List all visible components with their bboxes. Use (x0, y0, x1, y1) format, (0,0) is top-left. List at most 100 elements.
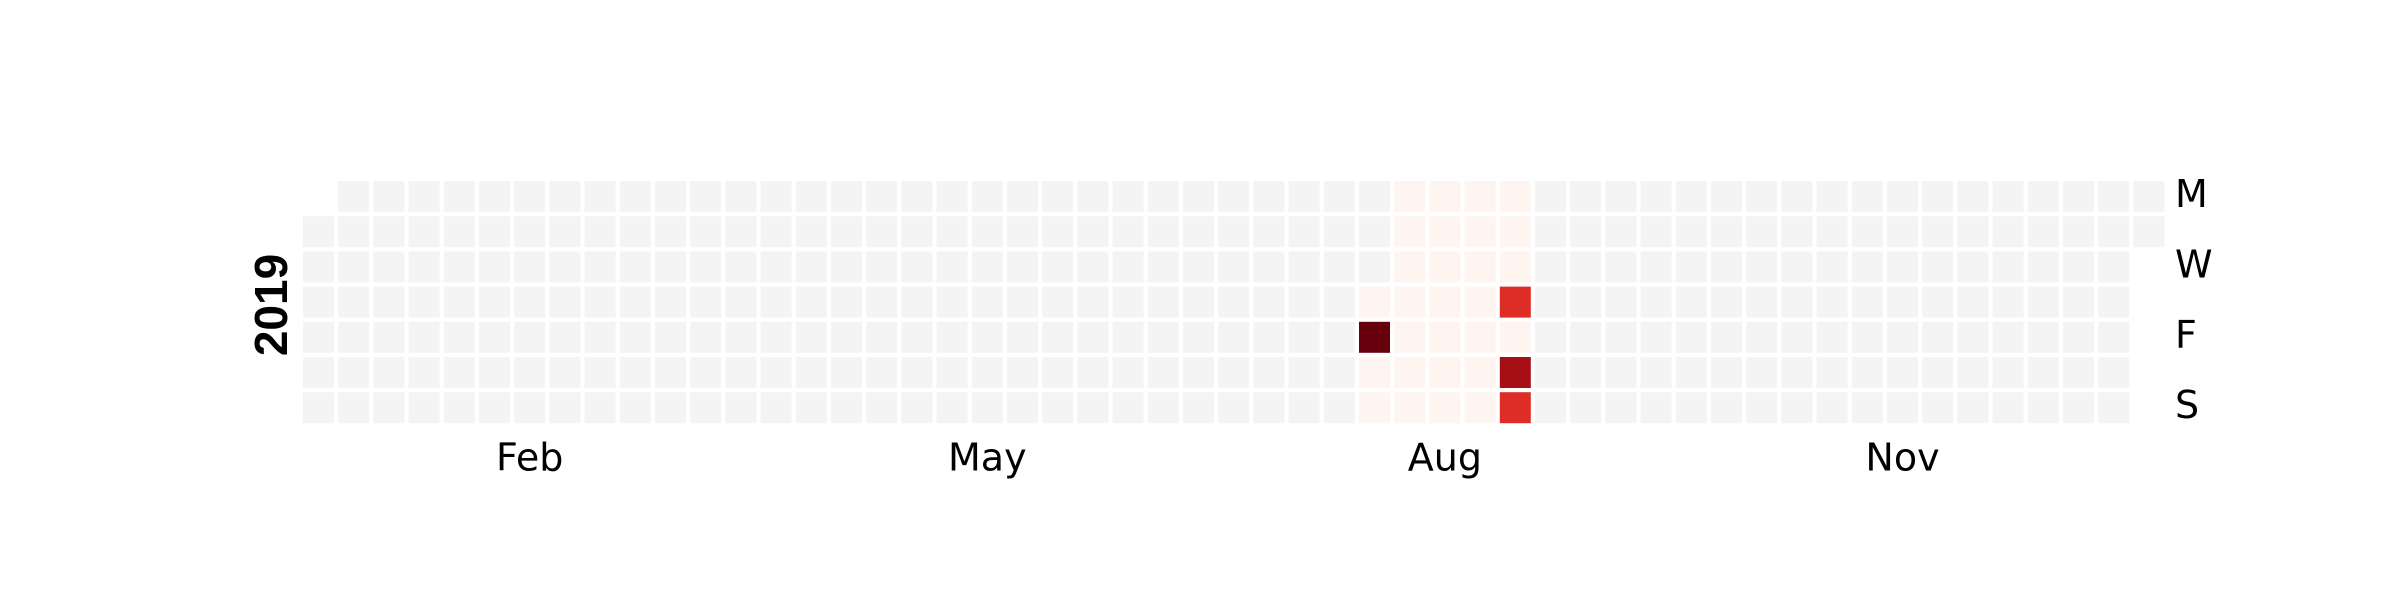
day-cell (373, 392, 405, 424)
day-cell (443, 181, 475, 212)
day-cell (795, 286, 827, 318)
day-cell (1359, 216, 1390, 248)
day-cell (479, 357, 510, 388)
day-cell (971, 392, 1003, 424)
day-cell (549, 181, 581, 212)
year-label: 2019 (245, 254, 297, 356)
day-cell (971, 321, 1003, 353)
day-cell (2063, 216, 2094, 248)
day-cell (1218, 286, 1250, 318)
day-cell (1288, 181, 1320, 212)
day-cell (1535, 392, 1566, 424)
day-cell (2098, 181, 2130, 212)
day-cell (1640, 357, 1672, 388)
day-cell (479, 286, 510, 318)
day-cell (1816, 392, 1848, 424)
day-cell (303, 392, 334, 424)
day-cell (1816, 251, 1848, 283)
day-cell (831, 392, 862, 424)
day-cell (2027, 251, 2059, 283)
day-cell (1394, 181, 1426, 212)
day-cell (443, 321, 475, 353)
day-cell (1359, 286, 1390, 318)
x-tick-label: Nov (1865, 436, 1939, 480)
day-cell (1570, 251, 1602, 283)
day-cell (303, 321, 334, 353)
day-cell (1957, 357, 1989, 388)
day-cell (2098, 392, 2130, 424)
day-cell (971, 216, 1003, 248)
day-cell (1922, 181, 1954, 212)
day-cell (1323, 357, 1355, 388)
day-cell (1992, 321, 2024, 353)
day-cell (866, 321, 898, 353)
day-cell (1711, 286, 1742, 318)
day-cell (1147, 321, 1179, 353)
day-cell (408, 357, 440, 388)
day-cell (1605, 216, 1637, 248)
day-cell (1077, 181, 1109, 212)
day-cell (866, 216, 898, 248)
day-cell (373, 321, 405, 353)
day-cell (619, 251, 651, 283)
day-cell (1499, 357, 1531, 388)
day-cell (1218, 321, 1250, 353)
day-cell (2027, 286, 2059, 318)
day-cell (338, 321, 370, 353)
y-tick-label: W (2175, 242, 2213, 286)
day-cell (1851, 216, 1883, 248)
day-cell (690, 216, 722, 248)
day-cell (2098, 286, 2130, 318)
day-cell (1570, 286, 1602, 318)
day-cell (373, 251, 405, 283)
day-cell (1711, 321, 1742, 353)
day-cell (1922, 392, 1954, 424)
day-cell (936, 321, 968, 353)
day-cell (866, 181, 898, 212)
day-cell (619, 286, 651, 318)
day-cell (1992, 357, 2024, 388)
day-cell (725, 251, 757, 283)
day-cell (1570, 321, 1602, 353)
day-cell (619, 357, 651, 388)
day-cell (1429, 321, 1461, 353)
day-cell (1570, 216, 1602, 248)
day-cell (1077, 392, 1109, 424)
day-cell (1218, 216, 1250, 248)
day-cell (655, 251, 686, 283)
day-cell (1851, 251, 1883, 283)
day-cell (1464, 181, 1496, 212)
day-cell (760, 286, 792, 318)
day-cell (1499, 321, 1531, 353)
day-cell (1218, 181, 1250, 212)
day-cell (443, 286, 475, 318)
day-cell (831, 181, 862, 212)
day-cell (549, 251, 581, 283)
day-cell (584, 216, 616, 248)
x-tick-label: May (948, 436, 1027, 480)
day-cell (1394, 357, 1426, 388)
day-cell (1288, 286, 1320, 318)
day-cell (1605, 181, 1637, 212)
day-cell (760, 216, 792, 248)
day-cell (1535, 216, 1566, 248)
day-cell (1147, 392, 1179, 424)
day-cell (1675, 216, 1707, 248)
day-cell (1605, 251, 1637, 283)
day-cell (1675, 357, 1707, 388)
day-cell (1007, 286, 1038, 318)
day-cell (1816, 181, 1848, 212)
day-cell (760, 181, 792, 212)
day-cell (936, 357, 968, 388)
day-cell (1640, 321, 1672, 353)
day-cell (1816, 216, 1848, 248)
day-cell (373, 181, 405, 212)
day-cell (1957, 286, 1989, 318)
day-cell (725, 181, 757, 212)
day-cell (1851, 357, 1883, 388)
day-cell (1746, 181, 1778, 212)
day-cell (1218, 392, 1250, 424)
day-cell (866, 251, 898, 283)
day-cell (2098, 251, 2130, 283)
day-cell (1112, 357, 1144, 388)
